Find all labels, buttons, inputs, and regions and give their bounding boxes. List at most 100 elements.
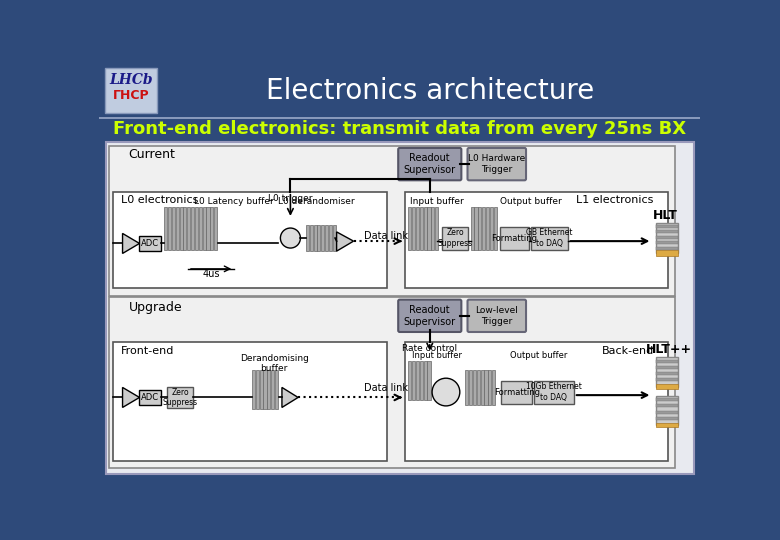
FancyBboxPatch shape — [412, 361, 415, 400]
FancyBboxPatch shape — [329, 225, 332, 251]
FancyBboxPatch shape — [260, 370, 263, 409]
FancyBboxPatch shape — [215, 207, 218, 249]
Text: ADC: ADC — [141, 239, 159, 248]
Text: LHCb: LHCb — [109, 73, 153, 87]
FancyBboxPatch shape — [656, 241, 678, 244]
FancyBboxPatch shape — [435, 207, 438, 249]
FancyBboxPatch shape — [275, 370, 278, 409]
FancyBboxPatch shape — [656, 423, 678, 428]
FancyBboxPatch shape — [99, 65, 700, 117]
Text: Zero
Suppress: Zero Suppress — [163, 388, 198, 407]
FancyBboxPatch shape — [656, 360, 678, 363]
Text: Output buffer: Output buffer — [500, 197, 562, 206]
FancyBboxPatch shape — [268, 370, 271, 409]
FancyBboxPatch shape — [656, 410, 678, 414]
FancyBboxPatch shape — [427, 361, 431, 400]
FancyBboxPatch shape — [480, 370, 484, 405]
FancyBboxPatch shape — [486, 207, 489, 249]
FancyBboxPatch shape — [333, 225, 336, 251]
FancyBboxPatch shape — [408, 361, 411, 400]
FancyBboxPatch shape — [405, 342, 668, 461]
Text: HLT: HLT — [653, 209, 678, 222]
FancyBboxPatch shape — [179, 207, 183, 249]
FancyBboxPatch shape — [105, 68, 158, 112]
FancyBboxPatch shape — [317, 225, 321, 251]
FancyBboxPatch shape — [465, 370, 468, 405]
FancyBboxPatch shape — [252, 370, 255, 409]
Text: Upgrade: Upgrade — [129, 301, 183, 314]
FancyBboxPatch shape — [469, 370, 472, 405]
FancyBboxPatch shape — [207, 207, 210, 249]
FancyBboxPatch shape — [325, 225, 328, 251]
Text: ADC: ADC — [141, 393, 159, 402]
FancyBboxPatch shape — [321, 225, 324, 251]
FancyBboxPatch shape — [203, 207, 206, 249]
Text: Front-end electronics: transmit data from every 25ns BX: Front-end electronics: transmit data fro… — [113, 120, 686, 138]
FancyBboxPatch shape — [199, 207, 202, 249]
FancyBboxPatch shape — [211, 207, 214, 249]
FancyBboxPatch shape — [494, 207, 497, 249]
FancyBboxPatch shape — [109, 298, 675, 468]
Text: Front-end: Front-end — [121, 346, 175, 356]
FancyBboxPatch shape — [502, 381, 532, 403]
FancyBboxPatch shape — [656, 225, 678, 228]
Text: Readout
Supervisor: Readout Supervisor — [404, 305, 456, 327]
FancyBboxPatch shape — [105, 142, 694, 475]
Text: Rate control: Rate control — [402, 343, 457, 353]
FancyBboxPatch shape — [656, 236, 678, 239]
FancyBboxPatch shape — [264, 370, 267, 409]
FancyBboxPatch shape — [534, 381, 574, 403]
FancyBboxPatch shape — [656, 247, 678, 249]
FancyBboxPatch shape — [656, 384, 678, 389]
Text: L0 trigger: L0 trigger — [268, 194, 313, 203]
Text: Zero
Suppress: Zero Suppress — [438, 228, 473, 248]
FancyBboxPatch shape — [490, 207, 493, 249]
FancyBboxPatch shape — [474, 207, 477, 249]
Text: Derandomising
buffer: Derandomising buffer — [239, 354, 309, 373]
FancyBboxPatch shape — [656, 396, 678, 425]
FancyBboxPatch shape — [473, 370, 476, 405]
FancyBboxPatch shape — [314, 225, 317, 251]
FancyBboxPatch shape — [195, 207, 198, 249]
FancyBboxPatch shape — [482, 207, 485, 249]
FancyBboxPatch shape — [113, 342, 387, 461]
FancyBboxPatch shape — [427, 207, 431, 249]
FancyBboxPatch shape — [399, 148, 461, 180]
FancyBboxPatch shape — [470, 207, 473, 249]
Text: Data link: Data link — [364, 231, 408, 241]
FancyBboxPatch shape — [176, 207, 179, 249]
FancyBboxPatch shape — [500, 226, 529, 249]
Text: Formatting: Formatting — [491, 233, 537, 242]
Polygon shape — [122, 387, 140, 408]
FancyBboxPatch shape — [256, 370, 259, 409]
Circle shape — [432, 378, 460, 406]
FancyBboxPatch shape — [99, 117, 700, 119]
FancyBboxPatch shape — [271, 370, 275, 409]
FancyBboxPatch shape — [109, 146, 675, 296]
FancyBboxPatch shape — [140, 236, 161, 251]
FancyBboxPatch shape — [416, 207, 419, 249]
FancyBboxPatch shape — [164, 207, 167, 249]
FancyBboxPatch shape — [656, 372, 678, 375]
Polygon shape — [282, 387, 298, 408]
FancyBboxPatch shape — [442, 226, 468, 249]
Text: L1 electronics: L1 electronics — [576, 195, 654, 205]
FancyBboxPatch shape — [172, 207, 175, 249]
FancyBboxPatch shape — [416, 361, 419, 400]
FancyBboxPatch shape — [191, 207, 194, 249]
FancyBboxPatch shape — [477, 370, 480, 405]
FancyBboxPatch shape — [656, 231, 678, 233]
FancyBboxPatch shape — [484, 370, 488, 405]
Text: Electronics architecture: Electronics architecture — [267, 77, 594, 105]
Text: Input buffer: Input buffer — [410, 197, 463, 206]
FancyBboxPatch shape — [408, 207, 411, 249]
Text: Formatting: Formatting — [494, 388, 540, 396]
FancyBboxPatch shape — [656, 222, 678, 253]
FancyBboxPatch shape — [310, 225, 313, 251]
FancyBboxPatch shape — [656, 366, 678, 369]
Text: Current: Current — [129, 148, 176, 161]
FancyBboxPatch shape — [656, 417, 678, 420]
FancyBboxPatch shape — [183, 207, 186, 249]
FancyBboxPatch shape — [656, 398, 678, 401]
FancyBboxPatch shape — [187, 207, 190, 249]
